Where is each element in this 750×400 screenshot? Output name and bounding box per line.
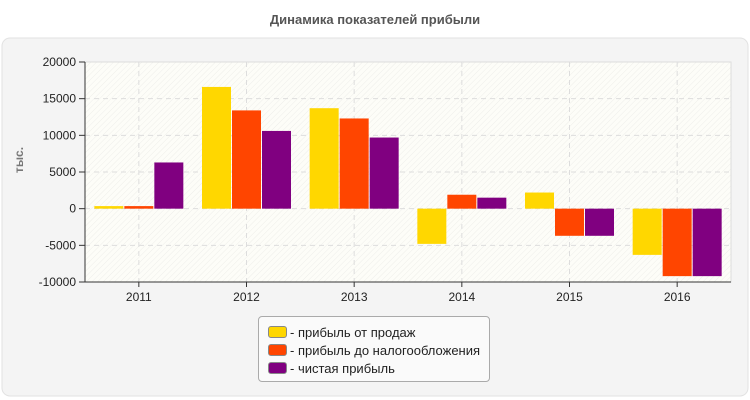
bar bbox=[585, 208, 614, 236]
bar bbox=[309, 108, 339, 209]
y-tick-label: 20000 bbox=[43, 55, 77, 69]
y-tick-label: 15000 bbox=[43, 92, 77, 106]
x-tick-label: 2014 bbox=[448, 290, 475, 304]
bar bbox=[94, 206, 124, 209]
bar bbox=[447, 194, 477, 209]
legend-label: - прибыль от продаж bbox=[290, 324, 416, 340]
bar bbox=[555, 208, 584, 236]
bar bbox=[417, 208, 447, 244]
bar bbox=[124, 206, 154, 209]
legend-item: - прибыль от продаж bbox=[268, 323, 489, 341]
bar bbox=[154, 162, 184, 209]
bar bbox=[692, 208, 722, 277]
x-tick-label: 2011 bbox=[126, 290, 152, 304]
legend-label: - чистая прибыль bbox=[290, 360, 395, 376]
bar bbox=[632, 208, 662, 255]
y-tick-label: -5000 bbox=[45, 238, 76, 252]
bar bbox=[369, 137, 399, 209]
bar bbox=[339, 118, 369, 209]
bar bbox=[262, 130, 291, 209]
x-tick-label: 2015 bbox=[556, 290, 583, 304]
legend-swatch bbox=[268, 362, 287, 374]
y-tick-label: -10000 bbox=[39, 275, 77, 289]
bar bbox=[232, 110, 261, 209]
x-tick-label: 2012 bbox=[233, 290, 260, 304]
bar bbox=[477, 197, 507, 209]
x-tick-label: 2016 bbox=[664, 290, 691, 304]
legend-label: - прибыль до налогообложения bbox=[290, 342, 481, 358]
y-tick-label: 0 bbox=[69, 202, 76, 216]
legend-item: - прибыль до налогообложения bbox=[268, 341, 489, 359]
legend: - прибыль от продаж - прибыль до налогоо… bbox=[258, 316, 490, 382]
bar bbox=[202, 86, 231, 209]
x-tick-label: 2013 bbox=[341, 290, 368, 304]
legend-item: - чистая прибыль bbox=[268, 359, 489, 377]
legend-swatch bbox=[268, 326, 287, 338]
y-axis-label: тыс. bbox=[12, 147, 26, 173]
chart-title: Динамика показателей прибыли bbox=[270, 12, 480, 27]
bar bbox=[662, 208, 692, 277]
plot-area bbox=[84, 61, 732, 283]
legend-swatch bbox=[268, 344, 287, 356]
y-tick-label: 10000 bbox=[43, 128, 77, 142]
bar bbox=[525, 192, 554, 209]
y-tick-label: 5000 bbox=[49, 165, 76, 179]
